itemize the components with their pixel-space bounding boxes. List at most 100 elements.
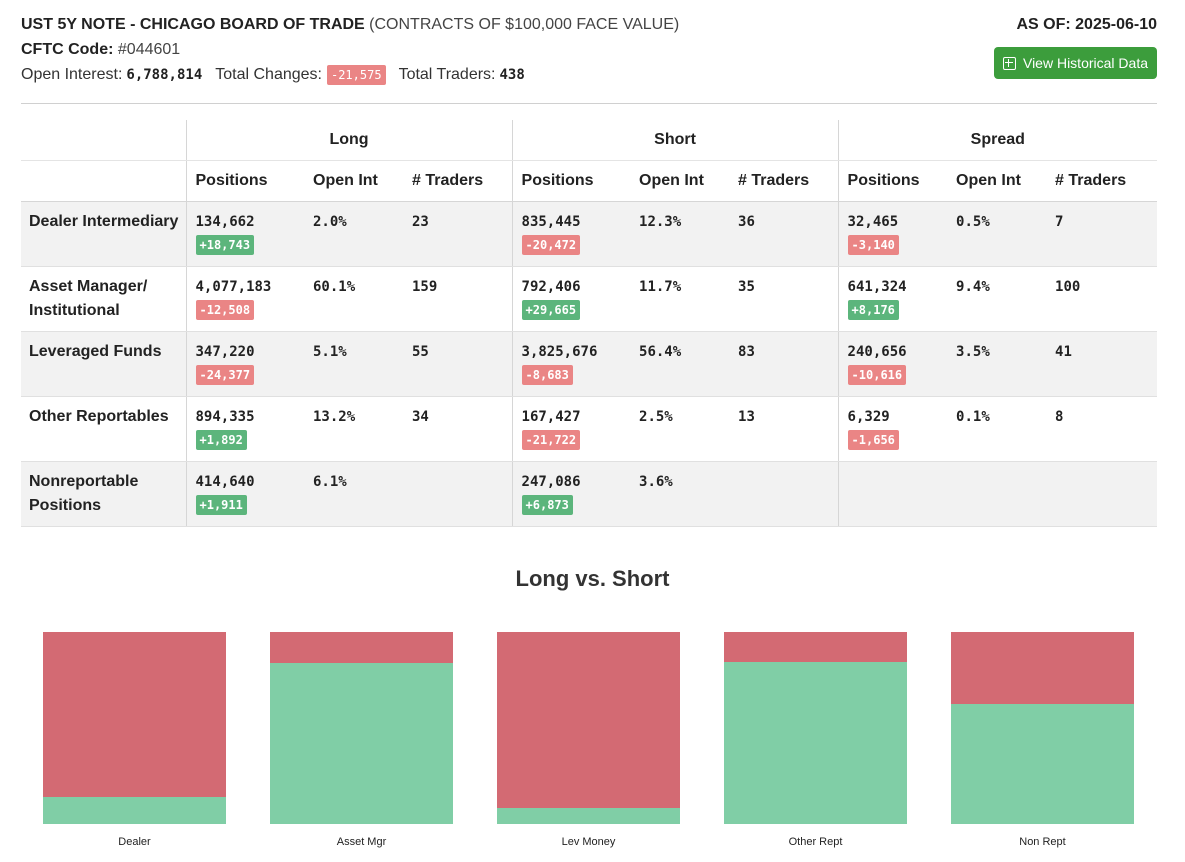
open-interest-label: Open Interest: <box>21 66 123 83</box>
short-traders-cell: 35 <box>729 266 839 332</box>
long-open-int-cell: 6.1% <box>304 461 403 527</box>
positions-table: Long Short Spread Positions Open Int # T… <box>21 120 1158 527</box>
short-positions-value: 3,825,676 <box>521 343 598 360</box>
short-traders-value: 35 <box>738 278 755 295</box>
short-open-int-value: 11.7% <box>639 278 682 295</box>
spread-positions-value: 240,656 <box>847 343 907 360</box>
col-spread-positions: Positions <box>837 160 948 202</box>
bar-long-segment <box>497 808 680 824</box>
spread-change-badge: -3,140 <box>847 234 899 255</box>
chart-title: Long vs. Short <box>515 566 670 591</box>
long-open-int-cell: 2.0% <box>304 201 403 267</box>
spread-open-int-value: 9.4% <box>956 278 990 295</box>
short-positions-cell: 167,427 -21,722 <box>511 396 631 462</box>
long-open-int-value: 13.2% <box>313 408 356 425</box>
row-category: Nonreportable Positions <box>21 461 186 527</box>
long-open-int-value: 2.0% <box>313 213 347 230</box>
long-traders-cell: 34 <box>403 396 513 462</box>
long-positions-cell: 347,220 -24,377 <box>185 331 304 397</box>
header-divider <box>21 103 1157 104</box>
long-traders-value: 23 <box>412 213 429 230</box>
bar-long-segment <box>43 797 226 824</box>
short-positions-cell: 792,406 +29,665 <box>511 266 631 332</box>
short-traders-value: 13 <box>738 408 755 425</box>
spread-change-badge: -10,616 <box>847 364 907 385</box>
col-long-open-int: Open Int <box>304 160 403 202</box>
short-open-int-value: 56.4% <box>639 343 682 360</box>
spread-open-int-cell <box>947 461 1047 527</box>
report-title-line: UST 5Y NOTE - CHICAGO BOARD OF TRADE (CO… <box>21 16 679 34</box>
table-row: Nonreportable Positions 414,640 +1,911 6.1%… <box>21 461 1158 527</box>
chart-bar <box>43 632 226 824</box>
group-header-spread: Spread <box>837 120 1158 161</box>
long-traders-cell: 55 <box>403 331 513 397</box>
chart-category-label: Dealer <box>118 836 151 848</box>
short-open-int-value: 12.3% <box>639 213 682 230</box>
spread-traders-cell: 8 <box>1046 396 1158 462</box>
bar-short-segment <box>724 632 907 663</box>
short-traders-value: 83 <box>738 343 755 360</box>
long-open-int-value: 5.1% <box>313 343 347 360</box>
row-category: Dealer Intermediary <box>21 201 186 267</box>
spread-change-badge: +8,176 <box>847 299 899 320</box>
as-of-date: AS OF: 2025-06-10 <box>1016 16 1157 33</box>
cftc-code: #044601 <box>117 41 181 58</box>
report-header: UST 5Y NOTE - CHICAGO BOARD OF TRADE (CO… <box>21 16 1157 88</box>
long-positions-value: 134,662 <box>195 213 255 230</box>
long-positions-cell: 894,335 +1,892 <box>185 396 304 462</box>
table-row: Other Reportables 894,335 +1,892 13.2% 34 167… <box>21 396 1158 462</box>
spread-traders-cell: 7 <box>1046 201 1158 267</box>
bar-long-segment <box>270 663 453 824</box>
row-category: Leveraged Funds <box>21 331 186 397</box>
col-short-traders: # Traders <box>729 160 839 202</box>
col-short-open-int: Open Int <box>630 160 730 202</box>
short-change-badge: +6,873 <box>521 494 573 515</box>
short-positions-cell: 3,825,676 -8,683 <box>511 331 631 397</box>
long-traders-cell: 23 <box>403 201 513 267</box>
long-positions-value: 414,640 <box>195 473 255 490</box>
spread-positions-value: 6,329 <box>847 408 890 425</box>
short-open-int-value: 2.5% <box>639 408 673 425</box>
spread-positions-cell: 240,656 -10,616 <box>837 331 948 397</box>
short-open-int-cell: 3.6% <box>630 461 730 527</box>
spread-traders-cell: 100 <box>1046 266 1158 332</box>
short-change-badge: +29,665 <box>521 299 581 320</box>
long-traders-value: 159 <box>412 278 438 295</box>
view-historical-data-button[interactable]: View Historical Data <box>994 47 1157 79</box>
short-positions-value: 792,406 <box>521 278 581 295</box>
bar-long-segment <box>951 703 1134 824</box>
report-subtitle: (CONTRACTS OF $100,000 FACE VALUE) <box>369 16 680 33</box>
total-changes-badge: -21,575 <box>326 65 386 85</box>
chart-bar <box>724 632 907 824</box>
report-title: UST 5Y NOTE - CHICAGO BOARD OF TRADE <box>21 16 365 33</box>
table-row: Leveraged Funds 347,220 -24,377 5.1% 55 3,825… <box>21 331 1158 397</box>
row-category: Asset Manager/ Institutional <box>21 266 186 332</box>
spread-open-int-cell: 3.5% <box>947 331 1047 397</box>
spread-open-int-value: 3.5% <box>956 343 990 360</box>
table-row: Asset Manager/ Institutional 4,077,183 -12… <box>21 266 1158 332</box>
spread-change-badge: -1,656 <box>847 429 899 450</box>
chart-category-label: Other Rept <box>788 836 843 848</box>
group-header-long: Long <box>185 120 513 161</box>
short-positions-cell: 835,445 -20,472 <box>511 201 631 267</box>
chart-bar <box>951 632 1134 824</box>
short-positions-value: 835,445 <box>521 213 581 230</box>
col-long-positions: Positions <box>185 160 304 202</box>
long-change-badge: +18,743 <box>195 234 255 255</box>
short-traders-cell <box>729 461 839 527</box>
summary-line: Open Interest: 6,788,814 Total Changes: … <box>21 65 525 85</box>
long-open-int-cell: 5.1% <box>304 331 403 397</box>
long-positions-value: 4,077,183 <box>195 278 272 295</box>
col-spread-traders: # Traders <box>1046 160 1158 202</box>
spread-positions-cell: 32,465 -3,140 <box>837 201 948 267</box>
short-traders-value: 36 <box>738 213 755 230</box>
table-row: Dealer Intermediary 134,662 +18,743 2.0% 23 8… <box>21 201 1158 267</box>
spread-open-int-cell: 0.5% <box>947 201 1047 267</box>
spread-traders-cell <box>1046 461 1158 527</box>
spread-traders-cell: 41 <box>1046 331 1158 397</box>
chart-category-label: Non Rept <box>1019 836 1066 848</box>
long-open-int-cell: 60.1% <box>304 266 403 332</box>
calendar-plus-icon <box>1002 56 1016 70</box>
total-changes-label: Total Changes: <box>215 66 322 83</box>
spread-positions-cell: 6,329 -1,656 <box>837 396 948 462</box>
